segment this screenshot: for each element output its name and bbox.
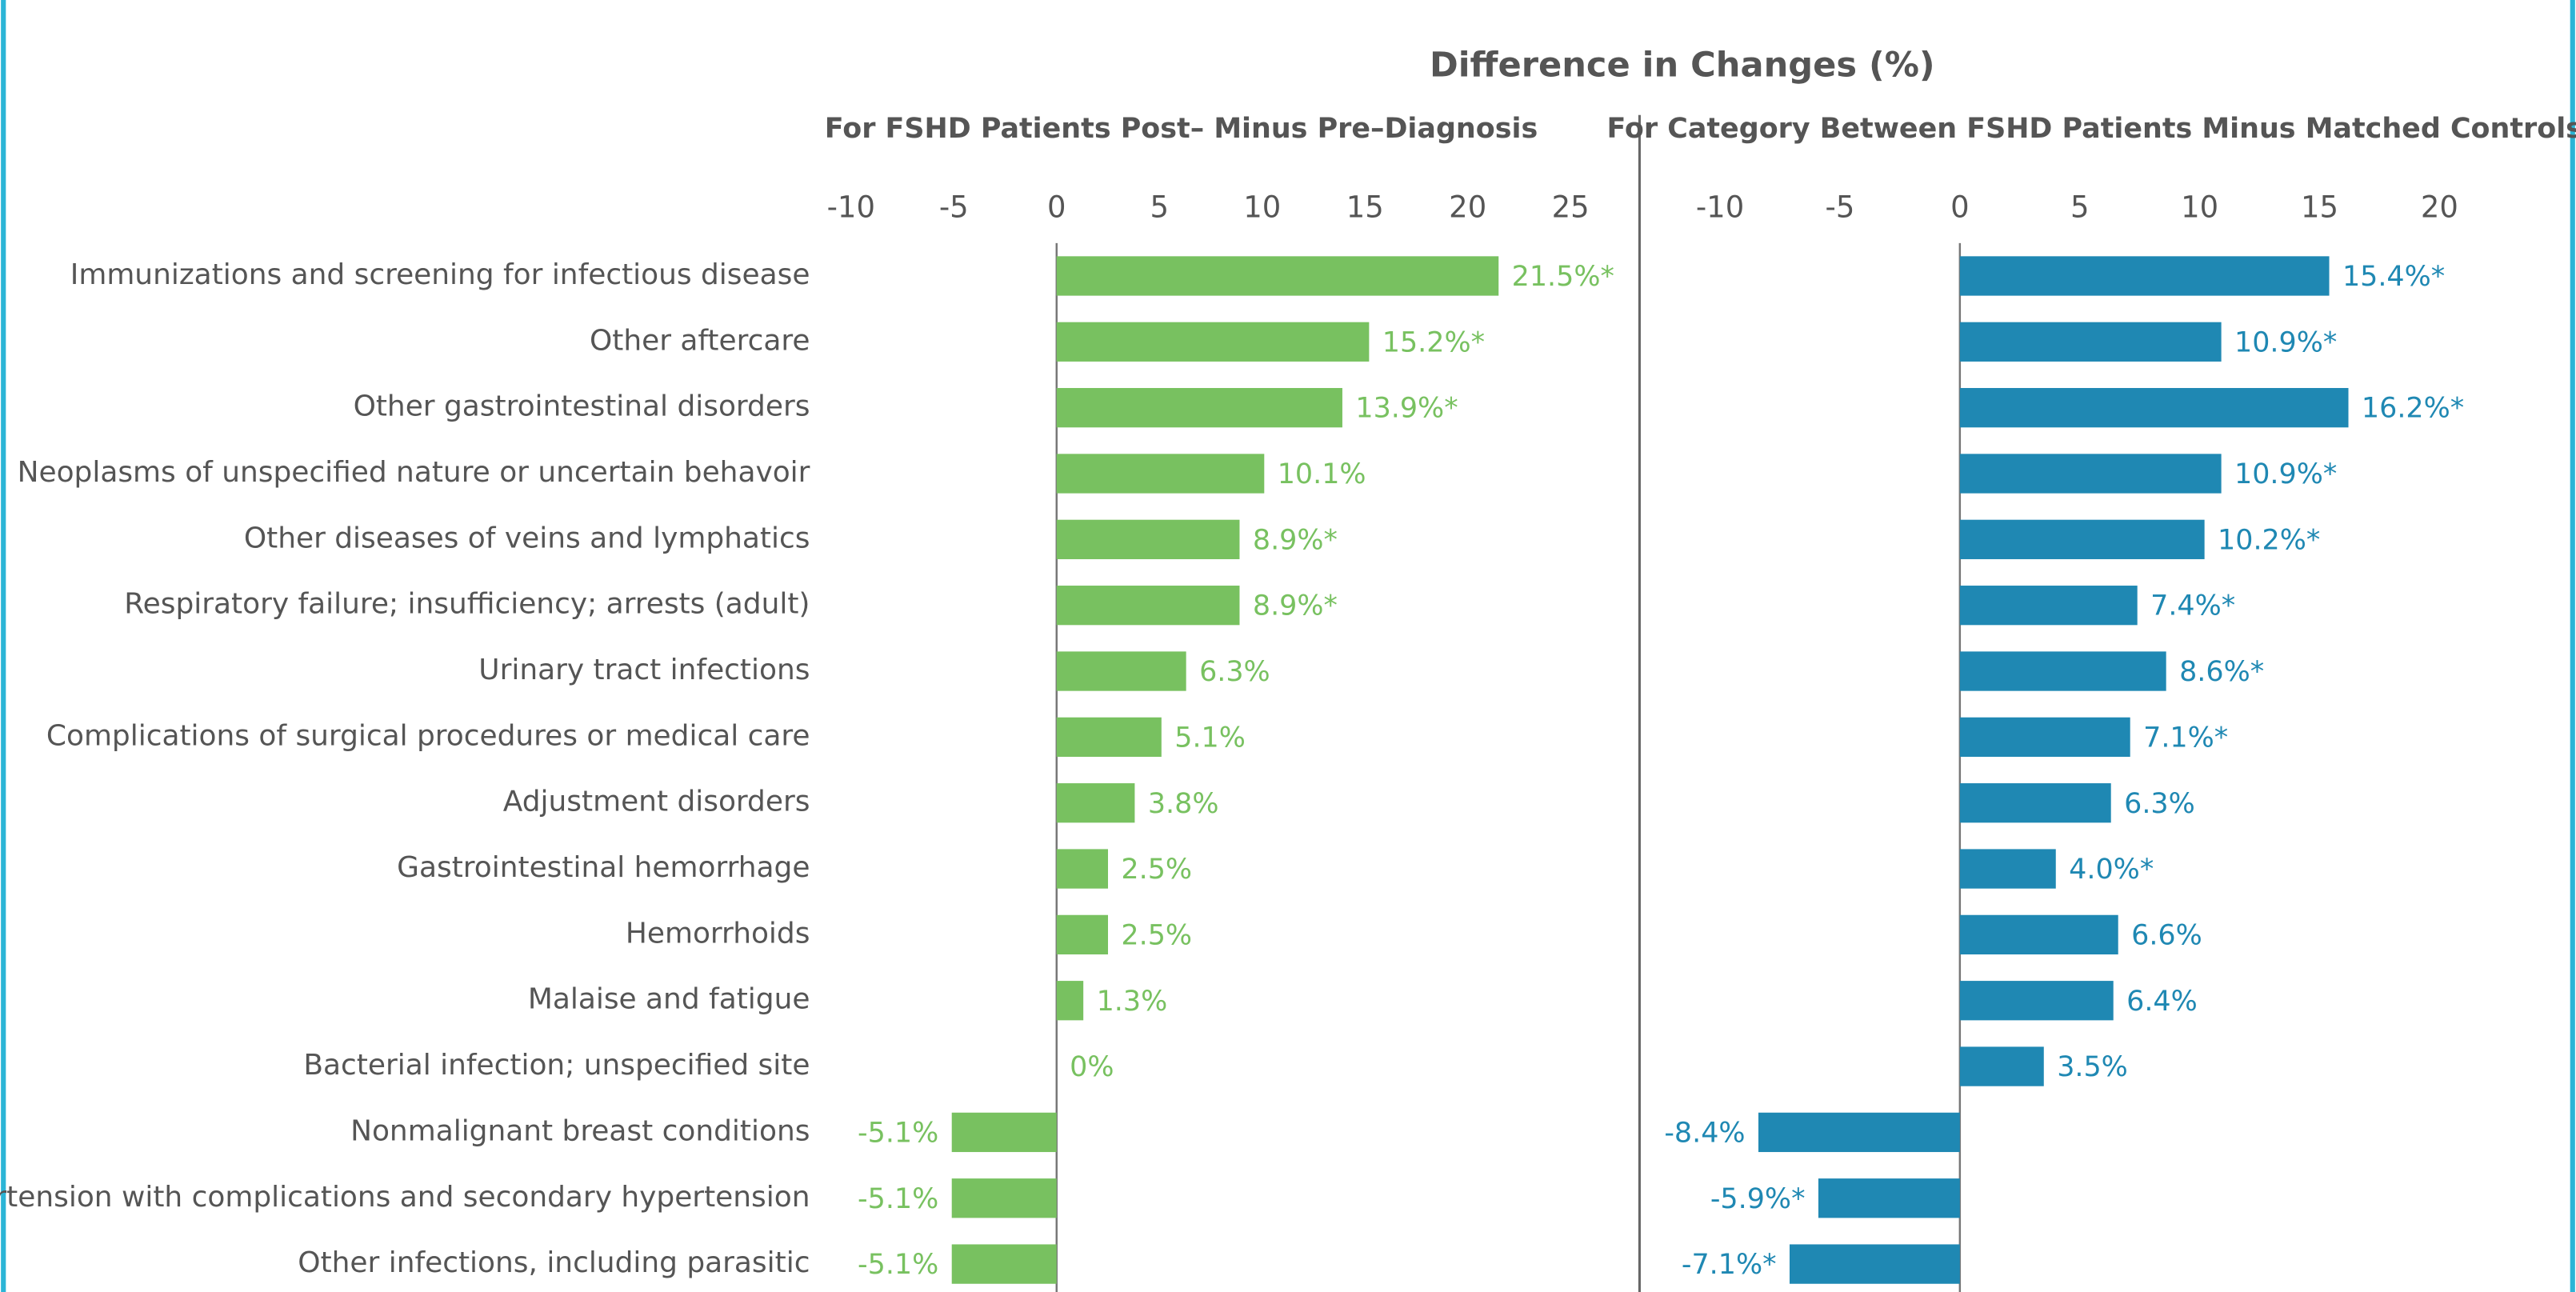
bar — [1959, 519, 2205, 559]
subtitle: For FSHD Patients Post– Minus Pre–Diagno… — [825, 113, 1538, 145]
value-label: 1.3% — [1097, 986, 1168, 1018]
value-label: 10.9%* — [2234, 458, 2337, 490]
category-label: Urinary tract infections — [478, 654, 810, 686]
category-label: Bacterial infection; unspecified site — [303, 1049, 810, 1082]
value-label: 10.9%* — [2234, 326, 2337, 358]
value-label: 6.4% — [2126, 986, 2198, 1018]
bar — [1056, 849, 1109, 889]
bar — [1056, 519, 1240, 559]
value-label: 5.1% — [1174, 722, 1246, 754]
bar — [1056, 256, 1499, 296]
value-label: 15.2%* — [1382, 326, 1485, 358]
chart-title: Difference in Changes (%) — [1430, 46, 1935, 86]
x-tick-label: 15 — [2301, 190, 2338, 224]
x-tick-label: 20 — [2421, 190, 2458, 224]
category-label: Other diseases of veins and lymphatics — [244, 522, 810, 554]
value-label: 6.3% — [2124, 788, 2195, 820]
value-label: 15.4%* — [2342, 261, 2445, 293]
subtitle: For Category Between FSHD Patients Minus… — [1606, 113, 2576, 145]
x-tick-label: 20 — [1449, 190, 1486, 224]
x-tick-label: 5 — [2070, 190, 2090, 224]
value-label: 3.8% — [1148, 788, 1219, 820]
bar — [1959, 388, 2349, 428]
bar — [1959, 322, 2222, 362]
category-label: Nonmalignant breast conditions — [350, 1114, 810, 1147]
bar — [1056, 783, 1135, 823]
category-label: Complications of surgical procedures or … — [46, 719, 810, 752]
category-label: Gastrointestinal hemorrhage — [397, 851, 810, 884]
x-tick-label: -5 — [1826, 190, 1855, 224]
bar — [951, 1244, 1057, 1284]
bar — [1959, 651, 2166, 691]
value-label: -5.9%* — [1710, 1183, 1806, 1215]
category-label: Hemorrhoids — [626, 917, 810, 950]
bar — [1056, 651, 1186, 691]
bar — [1056, 322, 1370, 362]
category-label: Other gastrointestinal disorders — [354, 390, 810, 423]
value-label: 7.4%* — [2150, 590, 2235, 622]
bar — [951, 1178, 1057, 1218]
value-label: 2.5% — [1121, 854, 1192, 886]
category-label: Adjustment disorders — [503, 786, 810, 818]
category-label: Immunizations and screening for infectio… — [70, 258, 810, 291]
value-label: 6.6% — [2131, 919, 2202, 951]
bar — [1758, 1112, 1960, 1153]
bar — [1056, 388, 1342, 428]
bar — [1959, 783, 2111, 823]
value-label: -8.4% — [1664, 1117, 1745, 1149]
bar — [1056, 981, 1084, 1021]
category-label: Malaise and fatigue — [528, 983, 810, 1016]
x-tick-label: 15 — [1346, 190, 1384, 224]
x-tick-label: -10 — [1696, 190, 1744, 224]
bar — [1959, 914, 2118, 955]
bar — [1056, 454, 1265, 494]
x-tick-label: 0 — [1950, 190, 1970, 224]
bar — [1789, 1244, 1960, 1284]
bar — [1959, 1046, 2044, 1086]
value-label: 8.9%* — [1253, 590, 1338, 622]
value-label: -5.1% — [858, 1117, 938, 1149]
value-label: 6.3% — [1199, 656, 1270, 688]
value-label: -7.1%* — [1682, 1249, 1777, 1281]
value-label: -5.1% — [858, 1249, 938, 1281]
x-tick-label: 5 — [1150, 190, 1169, 224]
category-label: Other aftercare — [590, 324, 810, 357]
category-label: Neoplasms of unspecified nature or uncer… — [18, 456, 810, 489]
value-label: 21.5%* — [1512, 261, 1614, 293]
value-label: -5.1% — [858, 1183, 938, 1215]
x-tick-label: 10 — [2181, 190, 2218, 224]
bar — [1056, 914, 1109, 955]
value-label: 0% — [1070, 1051, 1114, 1083]
bar — [1959, 256, 2330, 296]
bar — [1959, 586, 2138, 626]
bar — [1959, 454, 2222, 494]
x-tick-label: 10 — [1243, 190, 1281, 224]
value-label: 3.5% — [2057, 1051, 2128, 1083]
bar — [1818, 1178, 1960, 1218]
value-label: 10.2%* — [2218, 524, 2320, 556]
value-label: 8.9%* — [1253, 524, 1338, 556]
value-label: 7.1%* — [2143, 722, 2228, 754]
category-label: Other infections, including parasitic — [298, 1246, 810, 1279]
value-label: 10.1% — [1278, 458, 1366, 490]
bar — [951, 1112, 1057, 1153]
bar — [1959, 849, 2056, 889]
x-tick-label: 25 — [1552, 190, 1590, 224]
x-tick-label: 0 — [1047, 190, 1066, 224]
value-label: 16.2%* — [2362, 393, 2464, 425]
value-label: 4.0%* — [2069, 854, 2154, 886]
category-label: Respiratory failure; insufficiency; arre… — [124, 588, 810, 621]
bar — [1056, 586, 1240, 626]
x-tick-label: -5 — [939, 190, 969, 224]
value-label: 8.6%* — [2179, 656, 2264, 688]
bar — [1959, 717, 2130, 758]
category-label: Hypertension with complications and seco… — [0, 1181, 810, 1214]
value-label: 13.9%* — [1355, 393, 1458, 425]
value-label: 2.5% — [1121, 919, 1192, 951]
bar — [1056, 717, 1162, 758]
x-tick-label: -10 — [827, 190, 875, 224]
bar — [1959, 981, 2114, 1021]
